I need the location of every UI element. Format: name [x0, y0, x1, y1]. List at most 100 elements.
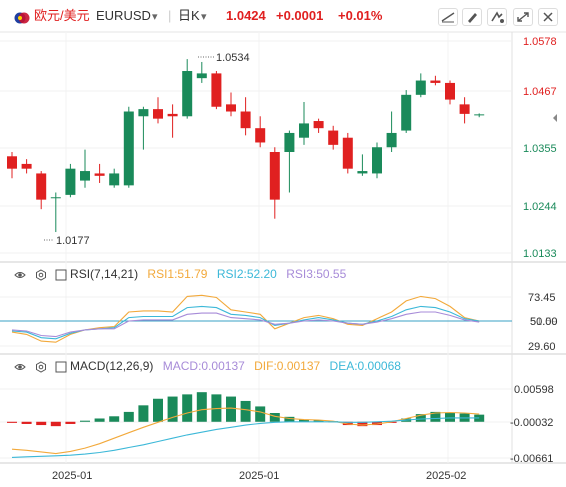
macd-header: MACD(12,26,9) MACD:0.00137 DIF:0.00137 D…	[14, 359, 401, 373]
macd-bar	[313, 420, 324, 422]
candle[interactable]	[80, 149, 90, 188]
macd-bar	[357, 421, 368, 427]
settings-icon[interactable]	[35, 361, 47, 373]
candle[interactable]	[211, 71, 222, 110]
price-tick-1: 1.0578	[523, 36, 557, 48]
time-label-3: 2025-02	[426, 470, 466, 482]
candle-body	[255, 128, 266, 143]
macd-bar	[21, 421, 32, 424]
current-price-marker[interactable]	[550, 108, 566, 128]
candle[interactable]	[284, 130, 295, 193]
draw-line-icon[interactable]	[438, 8, 458, 26]
price-grid	[0, 32, 512, 463]
macd-bar	[94, 418, 105, 422]
rsi-header: RSI(7,14,21) RSI1:51.79 RSI2:52.20 RSI3:…	[14, 267, 346, 281]
candle[interactable]	[255, 116, 266, 148]
candle-body	[80, 171, 90, 181]
time-label-1: 2025-01	[52, 470, 92, 482]
candle-body	[182, 71, 193, 117]
candle[interactable]	[445, 80, 455, 105]
candle-body	[153, 109, 163, 119]
high-annotation: 1.0534	[198, 52, 250, 64]
symbol-code[interactable]: EURUSD	[96, 8, 151, 23]
macd-bar	[153, 398, 163, 422]
draw-pen-icon[interactable]	[462, 8, 482, 26]
time-label-2: 2025-01	[239, 470, 279, 482]
candle[interactable]	[153, 97, 163, 124]
rsi-tick-1: 73.45	[528, 292, 556, 304]
eye-icon[interactable]	[14, 269, 26, 281]
candle[interactable]	[50, 192, 61, 233]
low-label: 1.0177	[56, 235, 90, 247]
candle-body	[415, 80, 426, 95]
checkbox-icon[interactable]	[55, 361, 67, 373]
candle[interactable]	[167, 104, 178, 138]
candle[interactable]	[299, 101, 309, 145]
symbol-name[interactable]: 欧元/美元	[34, 8, 90, 23]
candle-body	[474, 114, 485, 116]
candle[interactable]	[226, 92, 236, 117]
macd-lines	[11, 407, 480, 458]
checkbox-icon[interactable]	[55, 269, 67, 281]
symbol-dropdown-icon[interactable]: ▾	[152, 11, 158, 23]
candle[interactable]	[196, 61, 207, 83]
candle[interactable]	[328, 125, 339, 150]
timeframe-select[interactable]: 日K	[178, 8, 200, 23]
timeframe-dropdown-icon[interactable]: ▾	[201, 11, 207, 23]
candle[interactable]	[372, 142, 382, 179]
price-tick-5: 1.0133	[523, 248, 557, 260]
candle[interactable]	[415, 73, 426, 98]
eye-icon[interactable]	[14, 361, 26, 373]
candle[interactable]	[269, 147, 280, 219]
drawing-tools-icon[interactable]	[487, 8, 507, 26]
candle-body	[328, 130, 339, 145]
candle[interactable]	[36, 171, 47, 210]
candle[interactable]	[474, 113, 485, 118]
high-label: 1.0534	[216, 52, 250, 64]
macd-bar	[269, 413, 280, 422]
candle[interactable]	[109, 168, 120, 188]
candle[interactable]	[94, 163, 105, 183]
close-icon[interactable]	[538, 8, 558, 26]
candle[interactable]	[21, 159, 32, 174]
macd-bar	[430, 411, 441, 422]
candle[interactable]	[342, 132, 353, 174]
candle[interactable]	[401, 90, 412, 133]
candle[interactable]	[430, 75, 441, 86]
candle-body	[211, 73, 222, 107]
candle-body	[459, 104, 470, 114]
candle[interactable]	[459, 97, 470, 124]
candle-body	[445, 82, 455, 100]
price-change-pct: +0.01%	[338, 8, 383, 23]
candle[interactable]	[7, 152, 17, 179]
rsi2-value: RSI2:52.20	[216, 267, 277, 281]
candle-body	[372, 147, 382, 174]
candle[interactable]	[123, 106, 134, 188]
settings-icon[interactable]	[35, 269, 47, 281]
macd-value: MACD:0.00137	[162, 359, 245, 373]
candle-body	[299, 123, 309, 138]
macd-bar	[50, 421, 61, 427]
rsi1-value: RSI1:51.79	[147, 267, 208, 281]
price-tick-4: 1.0244	[523, 201, 557, 213]
rsi-line-rsi2	[11, 305, 480, 340]
candle-body	[342, 137, 353, 169]
candle[interactable]	[138, 106, 149, 150]
macd-grid	[0, 388, 512, 459]
macd-bar	[226, 396, 236, 422]
fullscreen-icon[interactable]	[513, 8, 533, 26]
candle[interactable]	[182, 59, 193, 119]
candle[interactable]	[386, 111, 397, 153]
macd-bar	[372, 421, 382, 426]
candle-body	[240, 111, 251, 129]
candle-body	[196, 73, 207, 79]
candle[interactable]	[240, 97, 251, 136]
candle[interactable]	[313, 118, 324, 133]
macd-bar	[415, 414, 426, 422]
macd-bar	[445, 412, 455, 422]
candle[interactable]	[65, 163, 76, 198]
candle[interactable]	[357, 154, 368, 176]
macd-bar	[36, 421, 47, 426]
macd-bar	[255, 406, 266, 422]
